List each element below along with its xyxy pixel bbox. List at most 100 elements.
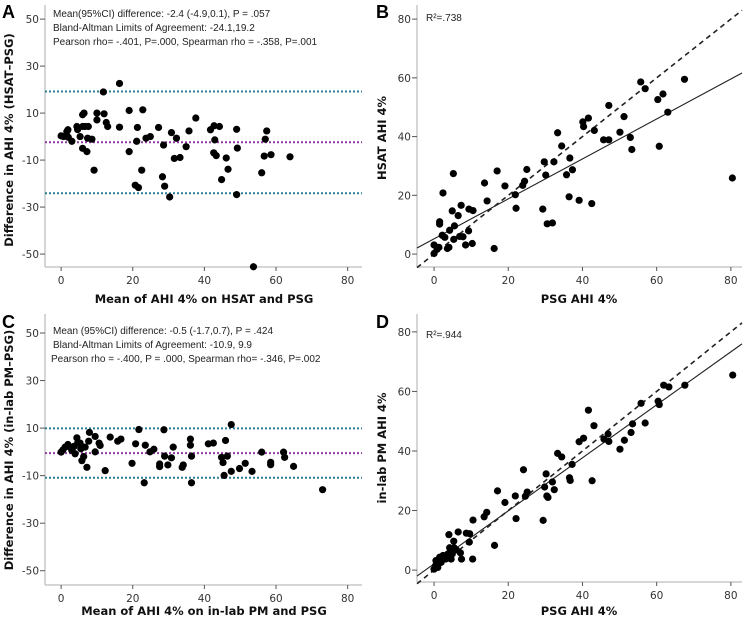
x-tick-label: 80: [341, 593, 354, 605]
data-point: [469, 555, 477, 563]
data-point: [616, 128, 624, 136]
data-point: [84, 122, 92, 131]
data-point: [655, 142, 663, 150]
data-point: [158, 173, 167, 181]
data-point: [100, 110, 108, 118]
data-point: [156, 460, 164, 468]
data-point: [106, 433, 114, 441]
data-point: [150, 445, 158, 453]
data-point: [93, 109, 101, 117]
data-point: [448, 207, 456, 215]
data-point: [91, 448, 99, 456]
y-tick-label: 20: [398, 506, 411, 518]
x-tick-label: 20: [126, 275, 139, 287]
data-point: [729, 371, 737, 379]
data-point: [172, 134, 181, 142]
data-point: [93, 116, 101, 124]
y-tick-label: 80: [398, 14, 411, 26]
x-tick-label: 60: [650, 275, 663, 287]
data-point: [604, 430, 612, 438]
data-point: [128, 459, 136, 467]
data-point: [465, 538, 473, 546]
data-point: [220, 471, 228, 480]
data-point: [548, 478, 557, 486]
annotation: Pearson rho = -.400, P = .000, Spearman …: [51, 354, 321, 365]
data-point: [466, 530, 474, 538]
data-point: [83, 148, 91, 156]
data-point: [167, 128, 176, 137]
x-tick-label: 0: [58, 593, 65, 605]
data-point: [222, 154, 230, 162]
data-point: [579, 434, 588, 442]
x-tick-label: 40: [198, 275, 211, 287]
panel-a-marks: 50 30 10 -10 -30 -50 0 20 40 60 80: [22, 5, 362, 287]
y-axis-title: Difference in AHI 4% (HSAT–PSG): [2, 33, 16, 247]
data-point: [101, 467, 109, 475]
data-point: [493, 487, 502, 495]
data-point: [511, 492, 519, 500]
data-point: [182, 143, 190, 151]
y-tick-label: 10: [26, 423, 39, 435]
data-point: [550, 486, 558, 494]
panel-a: A 50 30 10 -10 -30 -50 0 20 40 60 80 Mean(95%CI) d…: [2, 2, 362, 306]
regression-line: [416, 343, 743, 577]
y-tick-label: 50: [26, 14, 39, 26]
x-axis-title: Mean of AHI 4% on in-lab PM and PSG: [81, 604, 327, 618]
y-tick-label: -50: [22, 566, 39, 578]
data-point: [568, 166, 577, 174]
data-point: [258, 169, 266, 177]
data-point: [681, 381, 689, 389]
data-point: [665, 383, 673, 391]
panel-letter: A: [2, 2, 15, 22]
data-point: [450, 235, 458, 243]
data-point: [217, 175, 226, 184]
data-point: [88, 135, 96, 143]
data-point: [186, 435, 195, 443]
data-point: [626, 133, 634, 142]
data-point: [462, 241, 470, 249]
data-point: [192, 114, 200, 122]
data-point: [227, 467, 235, 475]
data-point: [519, 466, 528, 474]
data-point: [223, 452, 231, 460]
annotation: Bland-Altman Limits of Agreement: -10.9,…: [53, 340, 252, 351]
data-point: [96, 441, 104, 450]
data-point: [501, 182, 509, 190]
data-point: [654, 95, 662, 104]
data-point: [584, 406, 593, 414]
annotation: R²=.738: [426, 13, 462, 24]
y-tick-label: 60: [398, 386, 411, 398]
data-point: [627, 428, 635, 437]
y-tick-label: 40: [398, 446, 411, 458]
data-point: [558, 142, 566, 150]
panel-d-marks: 80 60 40 20 0 0 20 40 60 80: [398, 314, 743, 602]
data-point: [76, 439, 84, 447]
data-point: [450, 222, 459, 230]
data-point: [167, 454, 176, 462]
y-tick-label: 60: [398, 73, 411, 85]
data-point: [558, 453, 566, 461]
data-point: [554, 129, 562, 137]
data-point: [588, 199, 596, 208]
data-point: [454, 528, 462, 536]
data-point: [209, 439, 217, 447]
data-point: [542, 171, 550, 179]
data-point: [212, 152, 220, 160]
data-point: [620, 436, 628, 444]
x-tick-label: 0: [431, 275, 438, 287]
x-tick-label: 0: [431, 590, 438, 602]
x-tick-label: 40: [198, 593, 211, 605]
data-point: [115, 123, 124, 131]
data-point: [64, 126, 72, 134]
data-point: [159, 141, 168, 149]
data-point: [261, 135, 269, 143]
data-point: [659, 90, 667, 98]
data-point: [90, 166, 98, 174]
data-point: [68, 137, 76, 145]
x-axis-title: PSG AHI 4%: [541, 604, 618, 618]
data-point: [469, 516, 477, 524]
data-point: [519, 181, 527, 189]
annotation: Bland-Altman Limits of Agreement: -24.1,…: [53, 23, 255, 34]
